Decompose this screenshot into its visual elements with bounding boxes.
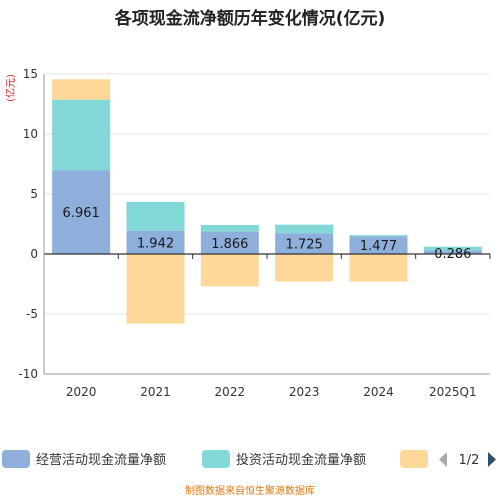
legend-next-arrow-icon[interactable]: [488, 452, 496, 467]
bars: [52, 79, 482, 324]
y-tick-label: -5: [26, 307, 38, 321]
financing-bar: [275, 254, 334, 282]
legend: 经营活动现金流量净额 投资活动现金流量净额 1/2: [2, 450, 496, 468]
operating-bar: [52, 170, 111, 254]
investing-bar: [423, 246, 482, 251]
operating-bar: [200, 231, 259, 254]
x-tick-label: 2024: [363, 385, 394, 399]
investing-bar: [126, 201, 185, 231]
x-tick-label: 2025Q1: [429, 385, 477, 399]
financing-bar: [200, 254, 259, 287]
legend-prev-arrow-icon[interactable]: [439, 452, 447, 467]
data-label: 0.286: [434, 247, 471, 262]
financing-bar: [126, 254, 185, 324]
x-tick-label: 2023: [289, 385, 320, 399]
investing-bar: [200, 225, 259, 232]
financing-bar: [52, 79, 111, 100]
legend-item-operating[interactable]: 经营活动现金流量净额: [2, 450, 166, 468]
legend-item-investing[interactable]: 投资活动现金流量净额: [202, 450, 366, 468]
legend-item-financing[interactable]: [400, 450, 428, 468]
legend-label-operating: 经营活动现金流量净额: [36, 452, 166, 468]
legend-swatch-operating: [2, 450, 30, 468]
x-tick-label: 2020: [66, 385, 97, 399]
chart-title: 各项现金流净额历年变化情况(亿元): [114, 8, 386, 29]
operating-bar: [275, 233, 334, 254]
financing-bar: [349, 254, 408, 282]
data-labels: 6.961 1.942 1.866 1.725 1.477 0.286: [63, 206, 472, 262]
investing-bar: [349, 235, 408, 237]
operating-bar: [349, 236, 408, 254]
x-tick-label: 2022: [215, 385, 246, 399]
y-tick-label: -10: [18, 367, 38, 381]
operating-bar: [126, 230, 185, 254]
gridlines: [44, 73, 490, 375]
y-tick-label: 5: [30, 187, 38, 201]
data-label: 6.961: [63, 206, 100, 221]
y-axis-unit: (亿元): [4, 74, 17, 102]
data-label: 1.942: [137, 236, 174, 251]
axes: 15 10 5 0 -5 -10 2020 2021 2022 2023 2024 2025Q1: [18, 67, 491, 399]
legend-label-investing: 投资活动现金流量净额: [236, 452, 366, 468]
data-label: 1.477: [360, 239, 397, 254]
y-tick-label: 15: [23, 67, 38, 81]
legend-swatch-financing: [400, 450, 428, 468]
operating-bar: [423, 250, 482, 254]
y-tick-label: 10: [23, 127, 38, 141]
investing-bar: [52, 99, 111, 171]
legend-page-indicator: 1/2: [459, 453, 480, 468]
x-tick-label: 2021: [140, 385, 171, 399]
legend-swatch-investing: [202, 450, 230, 468]
data-label: 1.866: [211, 237, 248, 252]
y-tick-label: 0: [30, 247, 38, 261]
investing-bar: [275, 224, 334, 234]
data-label: 1.725: [286, 238, 323, 253]
data-source-note: 制图数据来自恒生聚源数据库: [185, 484, 315, 497]
